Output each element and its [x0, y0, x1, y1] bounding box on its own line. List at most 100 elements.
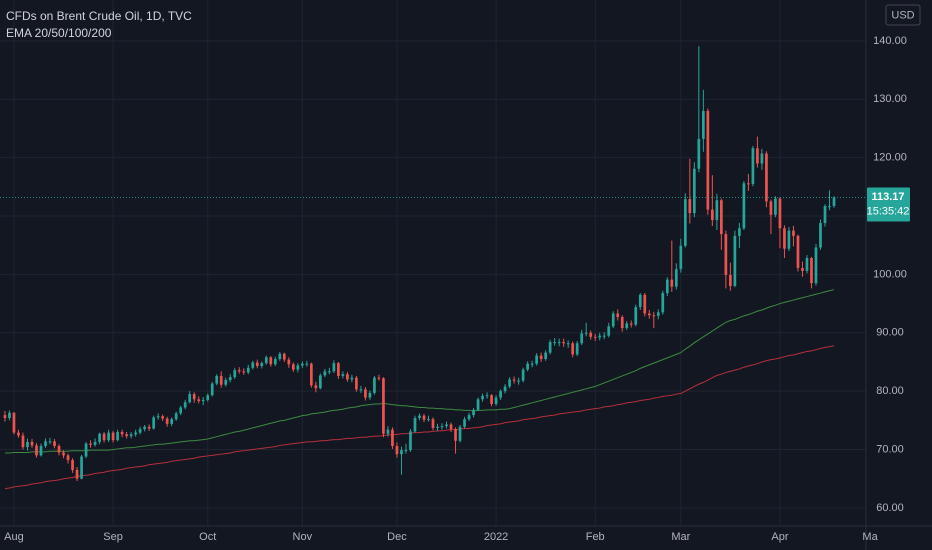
x-tick-label: Oct: [199, 531, 216, 543]
candle-body: [481, 395, 484, 400]
candle-body: [485, 395, 489, 397]
last-price-label: 113.17: [871, 191, 904, 203]
candle-body: [66, 455, 70, 461]
candle-body: [548, 342, 552, 353]
candle-body: [629, 323, 633, 325]
candle-body: [656, 312, 660, 316]
candle-body: [30, 441, 34, 446]
candle-body: [26, 441, 29, 448]
candle-body: [431, 419, 435, 428]
candle-body: [796, 235, 800, 268]
candle-body: [589, 332, 593, 337]
candle-body: [233, 370, 237, 378]
candle-body: [724, 234, 728, 275]
candle-body: [787, 230, 791, 249]
candle-body: [805, 258, 809, 271]
candle-body: [129, 434, 133, 437]
candle-body: [219, 375, 223, 385]
candle-body: [368, 392, 372, 398]
candle-body: [706, 110, 710, 210]
candle-body: [44, 441, 47, 447]
candle-body: [593, 336, 597, 338]
candle-body: [282, 353, 286, 360]
candle-body: [472, 409, 475, 416]
y-tick-label: 80.00: [876, 385, 904, 397]
candle-body: [125, 434, 128, 437]
candle-body: [346, 374, 349, 380]
candle-body: [12, 412, 16, 433]
y-tick-label: 90.00: [876, 327, 904, 339]
x-tick-label: Aug: [4, 531, 24, 543]
candle-body: [643, 294, 647, 314]
candle-body: [819, 223, 822, 248]
candle-body: [291, 364, 295, 370]
candle-body: [332, 363, 336, 372]
x-tick-label: Nov: [293, 531, 313, 543]
y-tick-label: 120.00: [873, 152, 907, 164]
candle-body: [751, 148, 755, 184]
candle-body: [305, 363, 309, 365]
candle-body: [810, 258, 813, 284]
grid: [0, 0, 866, 526]
candle-body: [400, 450, 403, 455]
candle-body: [535, 355, 538, 364]
candle-body: [102, 433, 106, 441]
candle-body: [801, 267, 804, 271]
candle-body: [688, 199, 692, 214]
candle-body: [156, 416, 160, 418]
candle-body: [792, 230, 795, 236]
candle-body: [373, 377, 376, 393]
candle-body: [499, 391, 502, 398]
candle-body: [242, 371, 246, 373]
candle-body: [116, 432, 119, 441]
candle-body: [445, 424, 448, 427]
candle-body: [436, 426, 439, 428]
candle-body: [75, 469, 79, 479]
candle-body: [57, 446, 61, 453]
candle-body: [323, 371, 327, 376]
y-tick-label: 70.00: [876, 443, 904, 455]
currency-label[interactable]: USD: [891, 9, 914, 21]
candle-body: [539, 355, 543, 360]
candle-body: [107, 432, 110, 441]
candle-body: [832, 197, 836, 207]
x-tick-label: Dec: [387, 531, 407, 543]
candle-body: [566, 343, 570, 345]
currency-box[interactable]: [885, 4, 921, 26]
candle-body: [616, 313, 620, 318]
candle-body: [355, 377, 358, 390]
candle-body: [192, 394, 196, 400]
candle-body: [553, 342, 557, 344]
candle-body: [183, 402, 187, 408]
candle-body: [359, 389, 363, 391]
candle-body: [580, 333, 584, 344]
ema-line: [4, 345, 835, 490]
candle-body: [62, 452, 65, 456]
candle-body: [188, 394, 192, 403]
y-tick-label: 100.00: [873, 268, 907, 280]
candle-body: [738, 228, 741, 236]
candle-body: [391, 429, 394, 447]
x-tick-label: Apr: [771, 531, 788, 543]
candle-body: [35, 445, 38, 456]
candle-body: [647, 313, 651, 316]
candle-body: [652, 315, 656, 317]
candle-body: [246, 367, 250, 373]
candle-body: [584, 332, 588, 334]
candle-body: [733, 235, 737, 287]
candle-body: [512, 379, 516, 381]
x-tick-label: Ma: [862, 531, 878, 543]
candle-body: [427, 419, 430, 421]
candle-body: [48, 441, 52, 443]
candle-body: [409, 431, 412, 451]
candle-body: [598, 335, 602, 338]
candle-body: [300, 363, 304, 366]
y-tick-label: 140.00: [873, 35, 907, 47]
candle-body: [665, 279, 669, 294]
candle-body: [404, 450, 408, 452]
candle-body: [747, 183, 750, 185]
indicator-label: EMA 20/50/100/200: [6, 26, 112, 40]
candle-body: [476, 399, 480, 410]
candle-body: [134, 432, 137, 435]
candle-body: [634, 307, 638, 325]
